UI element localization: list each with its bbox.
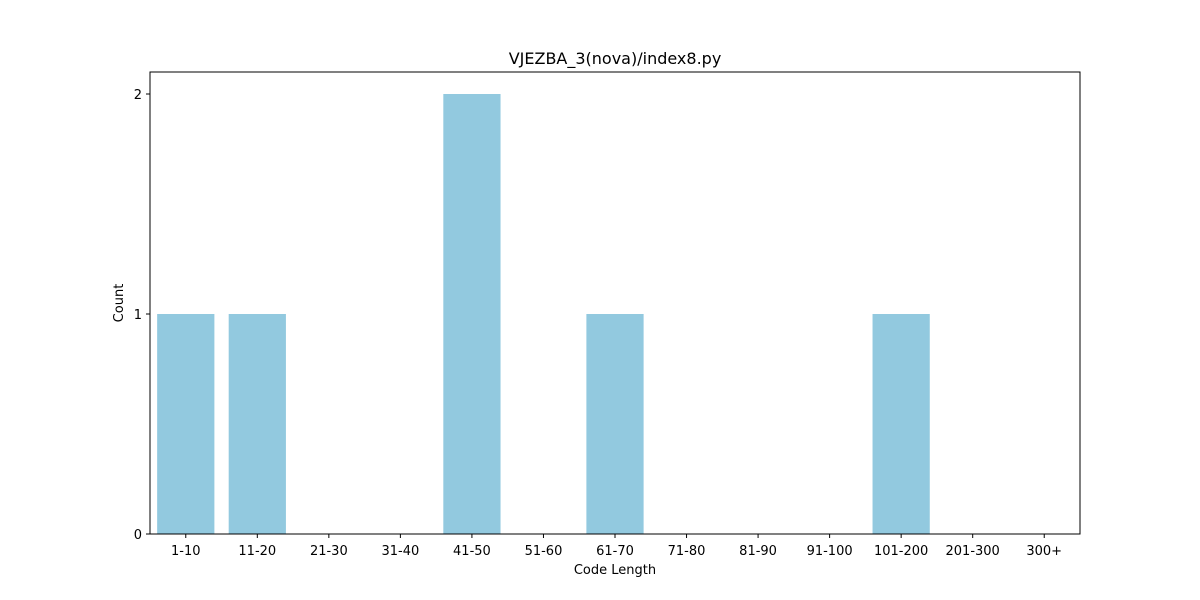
- x-tick-label: 41-50: [453, 544, 491, 559]
- bar-11-20: [228, 314, 286, 534]
- x-tick-label: 31-40: [381, 544, 419, 559]
- bar-1-10: [157, 314, 215, 534]
- chart-title: VJEZBA_3(nova)/index8.py: [509, 49, 722, 69]
- bar-101-200: [872, 314, 930, 534]
- x-axis-label: Code Length: [574, 563, 656, 578]
- x-tick-label: 61-70: [596, 544, 634, 559]
- x-tick-label: 11-20: [238, 544, 276, 559]
- y-tick-label: 1: [134, 308, 142, 323]
- x-tick-label: 201-300: [946, 544, 1000, 559]
- x-tick-label: 71-80: [668, 544, 706, 559]
- x-tick-label: 300+: [1026, 544, 1062, 559]
- x-axis-ticks: 1-10 11-20 21-30 31-40 41-50 51-60 61-70 71-80 8…: [171, 534, 1062, 559]
- bar-41-50: [443, 94, 501, 534]
- plot-frame: [149, 71, 1081, 535]
- x-tick-label: 21-30: [310, 544, 348, 559]
- y-axis-ticks: 0 1 2: [134, 88, 150, 543]
- y-tick-label: 0: [134, 528, 142, 543]
- bar-61-70: [586, 314, 644, 534]
- y-tick-label: 2: [134, 88, 142, 103]
- x-tick-label: 101-200: [874, 544, 928, 559]
- x-tick-label: 51-60: [525, 544, 563, 559]
- bars-group: [157, 94, 930, 534]
- y-axis-label: Count: [112, 284, 127, 323]
- x-tick-label: 81-90: [739, 544, 777, 559]
- x-tick-label: 91-100: [807, 544, 853, 559]
- x-tick-label: 1-10: [171, 544, 201, 559]
